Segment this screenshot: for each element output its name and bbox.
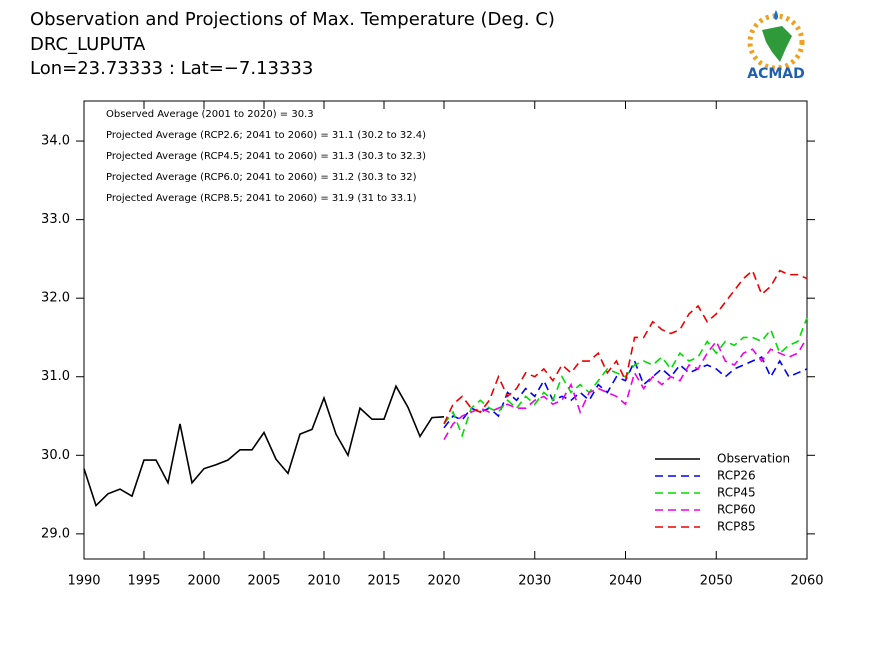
series-line — [443, 337, 808, 440]
x-tick-label: 2005 — [247, 574, 280, 589]
y-tick-label: 33.0 — [41, 212, 70, 227]
y-tick-label: 29.0 — [41, 526, 70, 541]
logo-drop — [774, 10, 778, 20]
annotation: Observed Average (2001 to 2020) = 30.3 — [106, 109, 314, 120]
legend-label: RCP45 — [717, 486, 756, 500]
x-tick-label: 2015 — [367, 574, 400, 589]
y-tick-label: 31.0 — [41, 369, 70, 384]
logo-map — [762, 26, 792, 62]
plot-frame — [83, 100, 808, 560]
y-tick-label: 30.0 — [41, 448, 70, 463]
logo-text: ACMAD — [747, 66, 805, 82]
legend-label: RCP26 — [717, 469, 756, 483]
legend-label: RCP85 — [717, 520, 756, 534]
legend-label: Observation — [717, 452, 790, 466]
annotation: Projected Average (RCP2.6; 2041 to 2060)… — [106, 130, 426, 141]
y-tick-label: 34.0 — [41, 134, 70, 149]
x-tick-label: 2040 — [609, 574, 642, 589]
series-line — [443, 317, 808, 439]
chart-subtitle: DRC_LUPUTA — [30, 34, 146, 55]
legend-label: RCP60 — [717, 503, 756, 517]
x-tick-label: 2010 — [307, 574, 340, 589]
series-line — [443, 356, 808, 429]
x-tick-label: 2060 — [790, 574, 823, 589]
chart-title: Observation and Projections of Max. Temp… — [30, 9, 555, 30]
x-tick-label: 1995 — [127, 574, 160, 589]
x-tick-label: 1990 — [67, 574, 100, 589]
annotation: Projected Average (RCP4.5; 2041 to 2060)… — [106, 151, 426, 162]
annotation: Projected Average (RCP6.0; 2041 to 2060)… — [106, 172, 417, 183]
x-tick-label: 2050 — [700, 574, 733, 589]
x-tick-label: 2020 — [427, 574, 460, 589]
series-line — [83, 384, 445, 508]
logo: ACMAD — [747, 10, 805, 82]
chart-subtitle: Lon=23.73333 : Lat=−7.13333 — [30, 58, 313, 79]
x-tick-label: 2000 — [187, 574, 220, 589]
series-line — [443, 269, 808, 425]
x-tick-label: 2030 — [518, 574, 551, 589]
annotation: Projected Average (RCP8.5; 2041 to 2060)… — [106, 193, 417, 204]
y-tick-label: 32.0 — [41, 291, 70, 306]
